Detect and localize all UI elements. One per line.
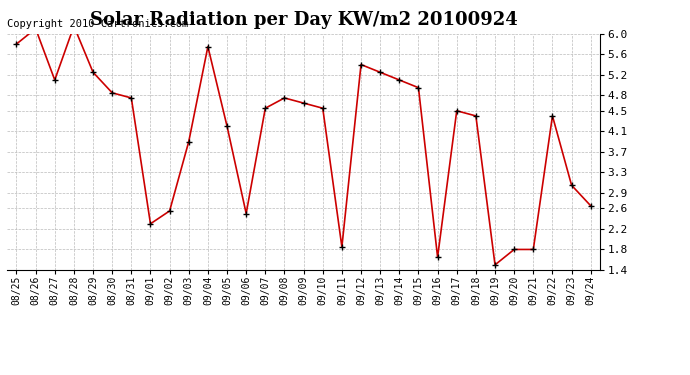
Title: Solar Radiation per Day KW/m2 20100924: Solar Radiation per Day KW/m2 20100924: [90, 11, 518, 29]
Text: Copyright 2010 Cartronics.com: Copyright 2010 Cartronics.com: [7, 19, 188, 29]
